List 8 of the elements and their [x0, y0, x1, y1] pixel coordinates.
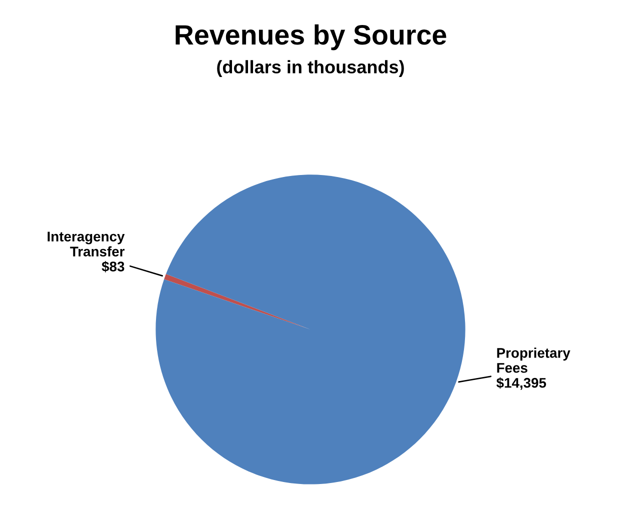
pie-slice: [156, 174, 466, 484]
data-label: $14,395: [496, 377, 546, 390]
data-label: $83: [102, 261, 124, 272]
pie-slice: [164, 274, 310, 330]
chart-subtitle: (dollars in thousands): [217, 60, 404, 77]
chart-title: Revenues by Source: [176, 24, 446, 50]
slice-label: Proprietary Fees: [497, 348, 570, 373]
slice-label: Interagency Transfer: [48, 232, 125, 256]
